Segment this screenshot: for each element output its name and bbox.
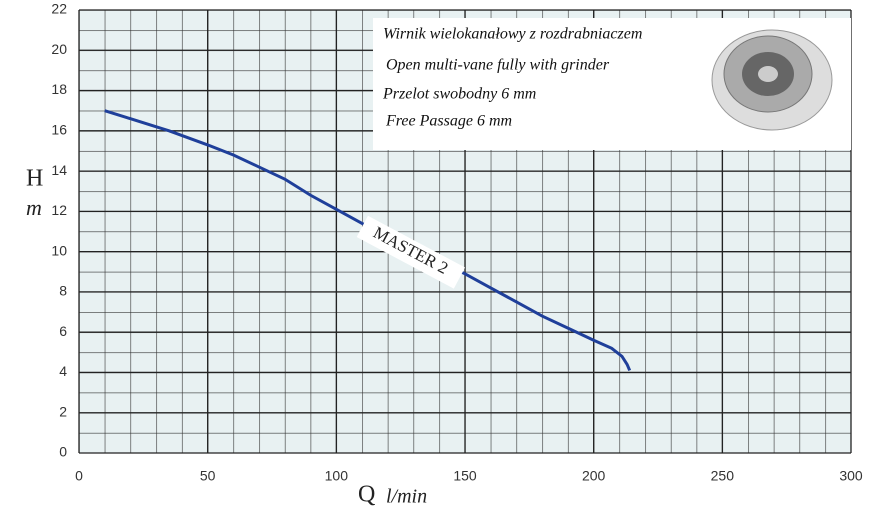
y-tick-label: 2 — [59, 403, 67, 419]
x-tick-label: 50 — [200, 468, 216, 484]
y-tick-label: 10 — [51, 242, 67, 258]
y-axis-label: H — [26, 166, 43, 192]
y-tick-label: 6 — [59, 323, 67, 339]
annotation: Wirnik wielokanałowy z rozdrabniaczem — [383, 26, 642, 43]
y-tick-label: 16 — [51, 122, 67, 138]
y-tick-label: 14 — [51, 162, 67, 178]
x-tick-label: 250 — [711, 468, 735, 484]
y-tick-label: 22 — [51, 1, 67, 17]
y-tick-label: 20 — [51, 41, 67, 57]
annotation: Free Passage 6 mm — [385, 113, 512, 130]
curve-label-bg — [356, 215, 466, 289]
x-axis-label: Q — [358, 482, 375, 508]
y-tick-label: 18 — [51, 81, 67, 97]
x-tick-label: 300 — [839, 468, 863, 484]
x-tick-label: 0 — [75, 468, 83, 484]
y-tick-label: 0 — [59, 444, 67, 460]
y-tick-label: 12 — [51, 202, 67, 218]
y-tick-label: 8 — [59, 283, 67, 299]
impeller-icon — [711, 29, 833, 131]
x-tick-label: 100 — [325, 468, 349, 484]
y-axis-unit: m — [26, 195, 42, 220]
x-axis-unit: l/min — [386, 486, 427, 508]
annotation: Przelot swobodny 6 mm — [382, 86, 536, 103]
y-tick-label: 4 — [59, 363, 67, 379]
x-tick-label: 200 — [582, 468, 606, 484]
annotation: Open multi-vane fully with grinder — [386, 57, 610, 74]
x-tick-label: 150 — [453, 468, 477, 484]
